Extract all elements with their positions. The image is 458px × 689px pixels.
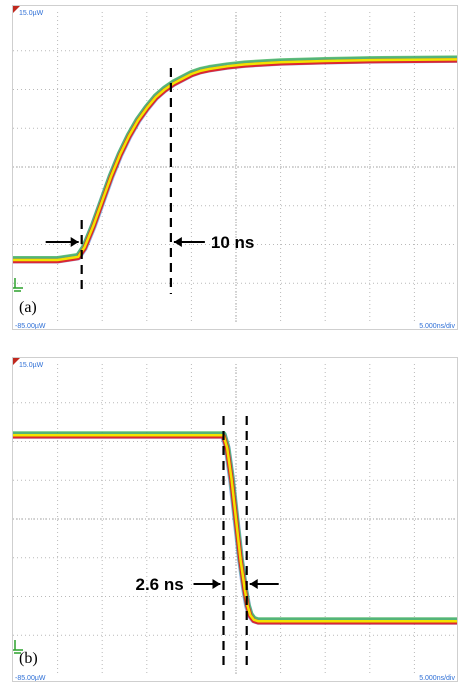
trigger-marker-icon	[13, 6, 20, 13]
annotation-label: 10 ns	[211, 233, 254, 252]
arrow-left-head	[70, 237, 79, 247]
arrow-left-head	[212, 579, 221, 589]
arrow-right	[249, 579, 279, 589]
ground-marker-icon	[13, 640, 23, 654]
trace-core	[13, 58, 457, 262]
arrow-right-head	[249, 579, 258, 589]
arrow-right	[173, 237, 205, 247]
time-base-label: 5.000ns/div	[419, 675, 455, 682]
panel-label: (b)	[19, 650, 38, 667]
arrow-left	[45, 237, 79, 247]
arrow-left	[193, 579, 221, 589]
chart-b: 2.6 ns 15.0µW -85.00µW 5.000ns/div (b)	[13, 358, 457, 682]
scale-bottom-label: -85.00µW	[15, 675, 46, 682]
scope-panel-a: 10 ns 15.0µW -85.00µW 5.000ns/div (a)	[12, 5, 458, 330]
scale-top-label: 15.0µW	[19, 362, 44, 369]
ground-marker-icon	[13, 278, 23, 292]
trigger-marker-icon	[13, 358, 20, 365]
chart-a: 10 ns 15.0µW -85.00µW 5.000ns/div (a)	[13, 6, 457, 330]
scale-bottom-label: -85.00µW	[15, 323, 46, 330]
panel-label: (a)	[19, 299, 37, 316]
scale-top-label: 15.0µW	[19, 10, 44, 17]
arrow-right-head	[173, 237, 182, 247]
scope-panel-b: 2.6 ns 15.0µW -85.00µW 5.000ns/div (b)	[12, 357, 458, 682]
time-base-label: 5.000ns/div	[419, 323, 455, 330]
annotation-label: 2.6 ns	[136, 575, 184, 594]
